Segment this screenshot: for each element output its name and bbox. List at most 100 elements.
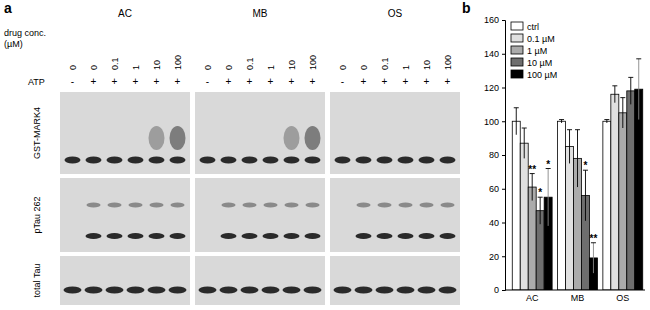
tick-label: 0 — [494, 285, 499, 295]
row-label: ATP — [28, 77, 45, 87]
blot-band — [440, 233, 456, 239]
blot-band — [87, 203, 101, 208]
blot — [195, 178, 325, 252]
tick-label: OS — [616, 293, 629, 303]
blot-smear — [149, 126, 165, 150]
blot-band — [241, 287, 259, 294]
panel-a: adrug conc.(µM)ATPGST-MARK4pTau 262total… — [4, 0, 460, 305]
legend-entry: 0.1 µM — [511, 34, 555, 44]
bar — [627, 91, 635, 290]
blot-band — [170, 233, 186, 239]
atp-sign: - — [341, 76, 344, 87]
blot-label: pTau 262 — [32, 196, 42, 233]
blot-band — [169, 287, 187, 294]
error-bar — [522, 128, 527, 158]
blot-band — [440, 157, 456, 164]
conc-label: 0 — [338, 65, 348, 70]
blot-band — [65, 157, 81, 164]
tick: MB — [571, 290, 585, 303]
legend-swatch — [511, 34, 523, 42]
blot — [330, 256, 460, 305]
panel-label: a — [4, 0, 12, 16]
annotation: * — [584, 160, 588, 171]
blot-band — [356, 157, 372, 164]
blot-band — [398, 233, 414, 239]
error-bar — [546, 169, 551, 226]
error-bar — [636, 59, 641, 120]
tick: 20 — [489, 252, 505, 262]
conc-label: 100 — [443, 55, 453, 70]
conc-label: 0.1 — [245, 57, 255, 70]
blot-band — [304, 287, 322, 294]
blot-band — [357, 203, 371, 208]
tick: 140 — [484, 49, 505, 59]
error-bar — [612, 86, 617, 103]
blot-band — [149, 157, 165, 164]
figure: adrug conc.(µM)ATPGST-MARK4pTau 262total… — [0, 0, 650, 310]
bar — [619, 113, 627, 290]
blot — [330, 178, 460, 252]
blot — [330, 92, 460, 174]
blot-band — [378, 203, 392, 208]
error-bar — [591, 243, 596, 273]
blot-band — [242, 233, 258, 239]
blot-label: GST-MARK4 — [32, 107, 42, 159]
bar — [512, 121, 520, 290]
legend-swatch — [511, 46, 523, 54]
blot-label: total Tau — [32, 264, 42, 298]
blot-band — [86, 157, 102, 164]
tick-label: 100 — [484, 117, 499, 127]
tick: 60 — [489, 184, 505, 194]
blot-band — [86, 233, 102, 239]
blot-band — [107, 157, 123, 164]
blot-band — [377, 157, 393, 164]
tick-mark — [502, 155, 505, 156]
tick-label: 160 — [484, 15, 499, 25]
error-bar — [628, 77, 633, 104]
blot-band — [170, 157, 186, 164]
blot-band — [221, 233, 237, 239]
conc-label: 10 — [422, 60, 432, 70]
legend-label: 0.1 µM — [527, 34, 555, 44]
tick: 100 — [484, 117, 505, 127]
blot-smear — [284, 126, 300, 150]
blot-band — [64, 287, 82, 294]
blot-band — [171, 203, 185, 208]
axis-line — [505, 290, 645, 291]
blot-band — [398, 157, 414, 164]
blot-smear — [305, 126, 321, 150]
legend-entry: 100 µM — [511, 70, 557, 80]
blot-band — [108, 203, 122, 208]
blot-band — [418, 287, 436, 294]
bar — [603, 121, 611, 290]
legend: ctrl0.1 µM1 µM10 µM100 µM — [511, 22, 557, 80]
drug-label: MB — [253, 8, 268, 19]
blot-band — [419, 233, 435, 239]
conc-label: 0 — [224, 65, 234, 70]
bar — [528, 187, 536, 290]
blot-band — [399, 203, 413, 208]
tick-mark — [502, 256, 505, 257]
blot — [60, 92, 190, 174]
legend-swatch — [511, 22, 523, 30]
conc-label: 0 — [203, 65, 213, 70]
legend-swatch — [511, 58, 523, 66]
legend-label: 1 µM — [527, 46, 547, 56]
bar — [611, 94, 619, 290]
atp-sign: + — [175, 76, 181, 87]
blot-band — [335, 157, 351, 164]
error-bar — [530, 174, 535, 201]
blot-band — [420, 203, 434, 208]
row-label: drug conc. — [4, 28, 46, 38]
atp-sign: + — [310, 76, 316, 87]
blot — [195, 92, 325, 174]
blot-band — [200, 157, 216, 164]
tick-label: 140 — [484, 49, 499, 59]
blot-band — [284, 233, 300, 239]
tick-mark — [502, 54, 505, 55]
conc-label: 100 — [308, 55, 318, 70]
annotation: ** — [590, 233, 598, 244]
tick: AC — [526, 290, 539, 303]
tick-label: 120 — [484, 83, 499, 93]
tick-label: 60 — [489, 184, 499, 194]
